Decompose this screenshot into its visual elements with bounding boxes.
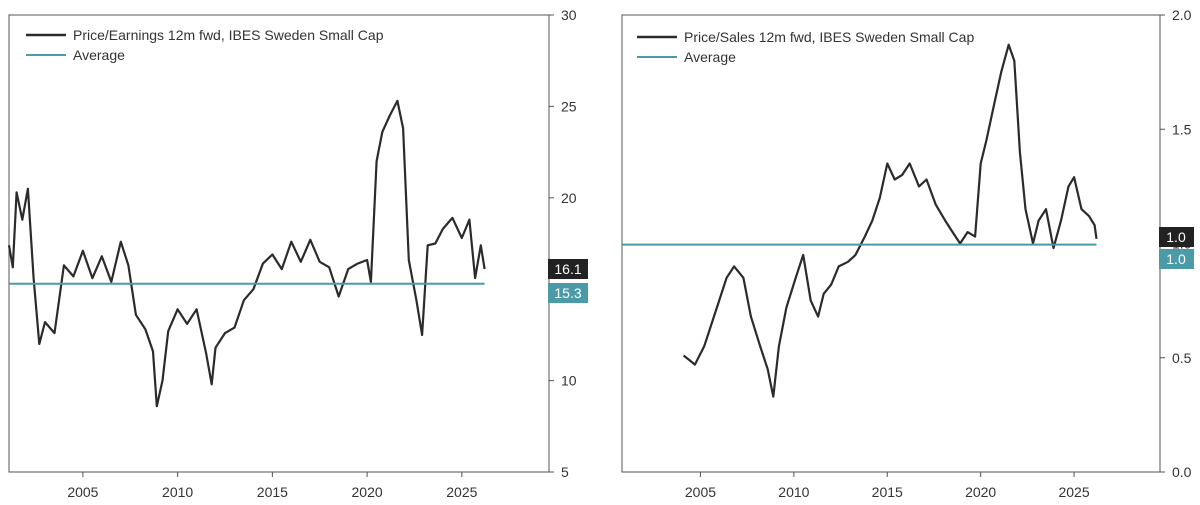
left-y-tick-label: 5 (561, 464, 569, 480)
right-badge-series-bg (1159, 227, 1194, 247)
left-x-tick-label: 2010 (162, 484, 193, 500)
right-y-axis: 0.0 0.5 1.0 1.5 2.0 (1160, 7, 1192, 480)
left-x-tick-label: 2025 (446, 484, 477, 500)
right-legend-label-series: Price/Sales 12m fwd, IBES Sweden Small C… (684, 29, 974, 45)
right-badge-series-label: 1.0 (1166, 229, 1186, 245)
right-badge-average-label: 1.0 (1166, 251, 1186, 267)
right-y-tick-label: 1.5 (1172, 121, 1192, 137)
right-end-badges: 1.0 1.0 (1159, 227, 1194, 269)
left-badge-average-bg (548, 283, 588, 303)
right-x-tick-label: 2015 (872, 484, 903, 500)
left-y-tick-label: 10 (561, 373, 577, 389)
left-plot-area (7, 99, 486, 408)
left-y-tick-label: 20 (561, 190, 577, 206)
right-x-tick-label: 2005 (685, 484, 716, 500)
left-badge-series-label: 16.1 (554, 261, 581, 277)
right-x-tick-label: 2025 (1058, 484, 1089, 500)
right-chart: 2005 2010 2015 2020 2025 0.0 0.5 1.0 1.5 2.0 Pri… (621, 7, 1194, 500)
right-plot-frame (621, 14, 1161, 473)
right-series-line-main (682, 43, 1098, 398)
left-legend: Price/Earnings 12m fwd, IBES Sweden Smal… (26, 27, 384, 63)
right-y-tick-label: 2.0 (1172, 7, 1192, 23)
right-x-tick-label: 2020 (965, 484, 996, 500)
left-legend-label-average: Average (73, 47, 125, 63)
left-y-axis: 51015202530 (549, 7, 577, 480)
right-y-tick-label: 0.0 (1172, 464, 1192, 480)
left-x-tick-label: 2015 (257, 484, 288, 500)
right-x-tick-label: 2010 (778, 484, 809, 500)
left-x-axis: 2005 2010 2015 2020 2025 (67, 472, 478, 500)
right-badge-average-bg (1159, 249, 1194, 269)
left-legend-label-series: Price/Earnings 12m fwd, IBES Sweden Smal… (73, 27, 384, 43)
right-legend: Price/Sales 12m fwd, IBES Sweden Small C… (637, 29, 974, 65)
right-x-axis: 2005 2010 2015 2020 2025 (685, 472, 1090, 500)
left-y-tick-label: 25 (561, 98, 577, 114)
left-series-line-main (7, 99, 486, 408)
left-y-tick-label: 30 (561, 7, 577, 23)
right-plot-area (622, 43, 1098, 398)
left-x-tick-label: 2005 (67, 484, 98, 500)
left-badge-series-bg (548, 259, 588, 279)
right-y-tick-label: 0.5 (1172, 350, 1192, 366)
left-end-badges: 16.1 15.3 (548, 259, 588, 303)
left-badge-average-label: 15.3 (554, 285, 581, 301)
right-legend-label-average: Average (684, 49, 736, 65)
left-x-tick-label: 2020 (352, 484, 383, 500)
left-plot-frame (8, 14, 550, 473)
